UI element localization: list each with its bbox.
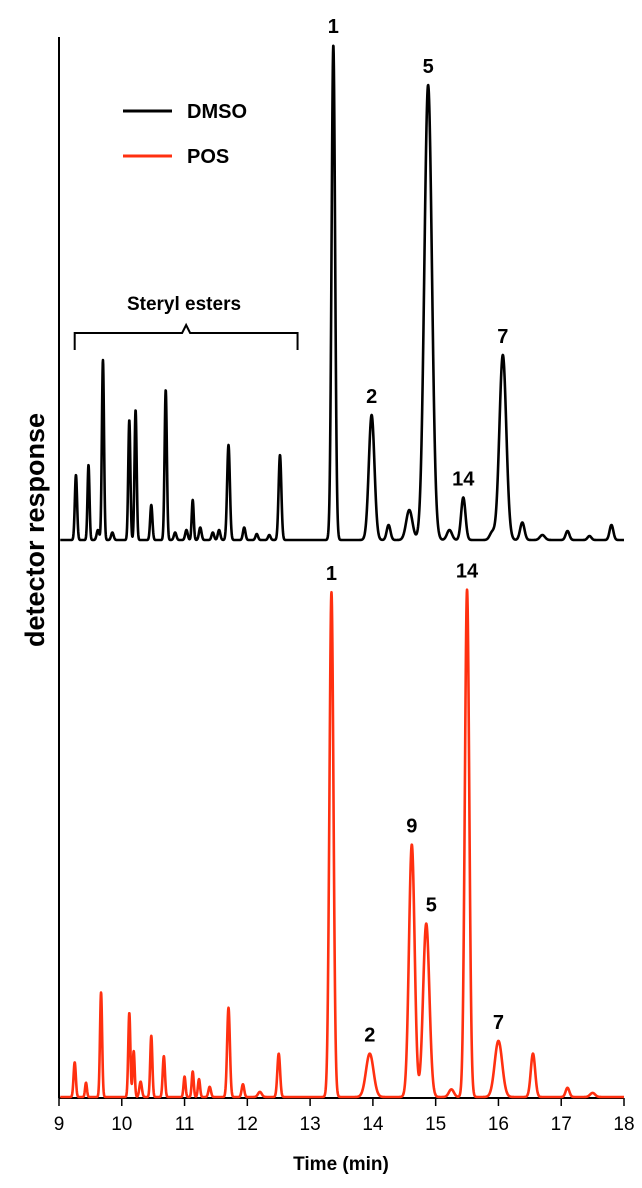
peak-label: 9	[406, 816, 417, 838]
legend: DMSO POS	[123, 101, 247, 168]
legend-label-dmso: DMSO	[187, 101, 247, 123]
peak-label: 2	[366, 386, 377, 408]
x-tick-label: 10	[111, 1114, 132, 1135]
bracket-line	[73, 322, 299, 350]
peak-label: 1	[326, 563, 337, 585]
x-tick-label: 9	[54, 1114, 65, 1135]
legend-label-pos: POS	[187, 146, 229, 168]
peak-label: 7	[497, 326, 508, 348]
x-axis-title: Time (min)	[293, 1154, 389, 1175]
x-tick-label: 12	[237, 1114, 258, 1135]
x-tick-label: 14	[362, 1114, 384, 1135]
peak-label: 14	[456, 561, 479, 583]
axes: 9 10 11 12 13 14 15 16 17 18	[54, 37, 635, 1135]
peak-label: 5	[426, 895, 437, 917]
series-line-pos	[59, 588, 626, 1099]
x-tick-label: 13	[300, 1114, 321, 1135]
series-line-dmso	[59, 44, 626, 542]
x-tick-label: 16	[488, 1114, 509, 1135]
bracket-label: Steryl esters	[127, 294, 241, 315]
peak-label: 1	[328, 16, 339, 38]
x-tick-label: 11	[175, 1114, 195, 1135]
x-tick-label: 18	[613, 1114, 634, 1135]
series-layer	[59, 44, 626, 1099]
x-tick-label: 15	[425, 1114, 446, 1135]
peak-label: 5	[423, 56, 434, 78]
steryl-esters-bracket: Steryl esters	[73, 294, 299, 350]
peak-label: 14	[452, 469, 475, 491]
peak-label: 2	[364, 1025, 375, 1047]
y-axis-title: detector response	[20, 413, 50, 647]
peak-label: 7	[493, 1012, 504, 1034]
x-tick-label: 17	[551, 1114, 572, 1135]
